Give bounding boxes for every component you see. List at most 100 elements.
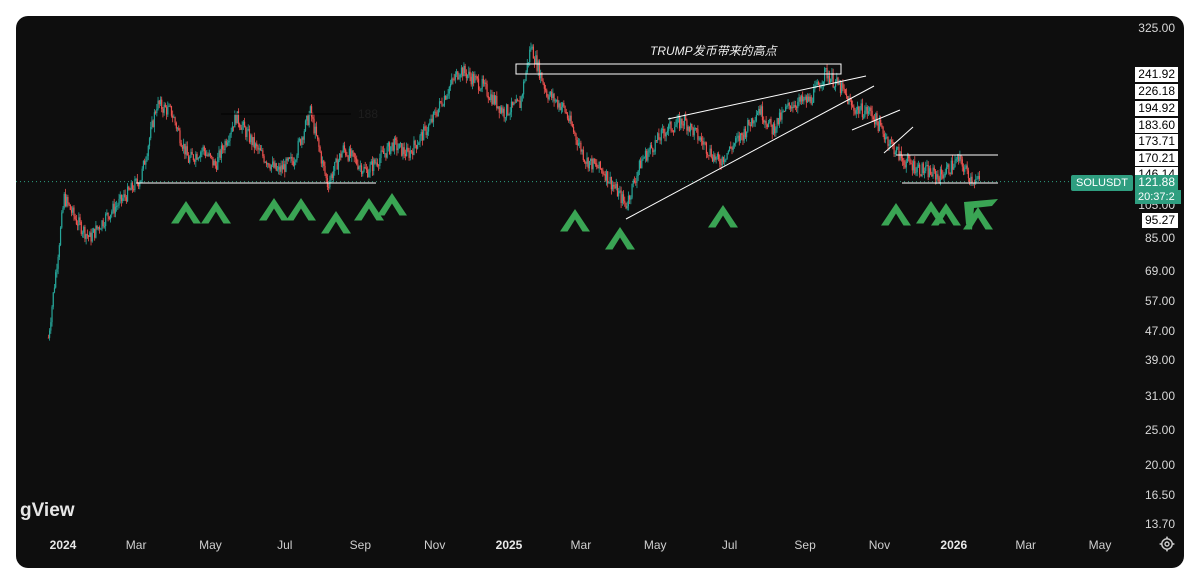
candle-body	[827, 75, 829, 79]
candle-body	[764, 121, 766, 123]
candle-body	[424, 126, 426, 128]
price-tick-label: 20.00	[1144, 457, 1175, 472]
candle-body	[414, 140, 416, 146]
candle-body	[370, 161, 372, 165]
price-chart[interactable]	[16, 16, 1184, 568]
candle-body	[583, 160, 586, 162]
candle-body	[630, 197, 632, 200]
up-arrow-icon	[354, 198, 384, 221]
candle-body	[374, 159, 376, 164]
candle-body	[91, 232, 93, 242]
candle-body	[122, 198, 124, 202]
candle-body	[308, 114, 310, 126]
candle-body	[393, 138, 396, 151]
candle-body	[409, 150, 411, 158]
candle-body	[798, 97, 800, 102]
candle-body	[342, 145, 344, 152]
candle-body	[648, 149, 650, 153]
candle-body	[460, 67, 463, 75]
candle-body	[332, 171, 335, 179]
candle-body	[669, 121, 671, 125]
candle-body	[418, 142, 420, 145]
rising-wedge-lower-line[interactable]	[625, 85, 875, 220]
candle-body	[815, 84, 817, 86]
candle-body	[262, 150, 264, 157]
candle-body	[710, 148, 712, 158]
candle-body	[789, 105, 792, 109]
candle-body	[468, 71, 470, 75]
candle-body	[157, 100, 159, 109]
candle-body	[592, 158, 594, 170]
candle-body	[571, 124, 573, 127]
candle-body	[247, 129, 249, 131]
candle-body	[778, 112, 781, 125]
candle-body	[964, 168, 966, 172]
channel-line-2[interactable]	[883, 126, 914, 154]
candle-body	[906, 155, 909, 162]
candle-body	[379, 158, 381, 166]
trump-high-box[interactable]	[515, 63, 842, 75]
candle-body	[214, 160, 216, 166]
candle-body	[836, 77, 838, 81]
level-188-label: 188	[358, 107, 379, 121]
candle-body	[549, 91, 552, 95]
candle-body	[771, 124, 773, 135]
candle-body	[147, 145, 149, 157]
candle-body	[615, 184, 617, 189]
candle-body	[572, 126, 575, 132]
candle-body	[557, 99, 559, 108]
candle-body	[860, 103, 862, 110]
candle-body	[819, 85, 821, 89]
candle-body	[449, 83, 452, 87]
candle-body	[566, 113, 569, 119]
candle-body	[850, 100, 853, 106]
candle-body	[485, 82, 487, 85]
candle-body	[696, 128, 698, 130]
candle-body	[284, 164, 286, 172]
candle-body	[130, 182, 132, 191]
candle-body	[895, 147, 898, 153]
candle-body	[664, 133, 666, 137]
candle-body	[604, 174, 606, 181]
candle-body	[197, 157, 199, 160]
candle-body	[728, 146, 731, 151]
price-tick-label: 25.00	[1144, 422, 1175, 437]
candle-body	[487, 95, 489, 99]
candle-body	[425, 126, 427, 135]
candle-body	[581, 149, 583, 152]
candle-body	[352, 150, 354, 153]
candle-body	[159, 99, 162, 105]
candle-body	[975, 179, 977, 184]
candle-body	[325, 173, 327, 178]
candle-body	[125, 197, 127, 202]
candle-body	[613, 184, 615, 187]
candle-body	[137, 183, 140, 187]
candle-body	[107, 212, 109, 217]
candle-body	[721, 156, 723, 166]
candle-body	[820, 85, 822, 89]
candle-body	[134, 179, 136, 191]
candle-body	[856, 106, 859, 110]
rising-wedge-upper-line[interactable]	[667, 75, 867, 120]
candle-body	[697, 129, 699, 140]
candle-body	[570, 115, 572, 125]
candle-body	[363, 166, 365, 172]
candle-body	[152, 120, 154, 127]
candle-body	[503, 108, 505, 118]
channel-line-1[interactable]	[851, 109, 901, 131]
candle-body	[274, 163, 276, 168]
candle-body	[454, 74, 456, 80]
candle-body	[275, 163, 277, 171]
candle-body	[486, 84, 488, 96]
candle-body	[873, 119, 876, 125]
candle-body	[753, 121, 755, 124]
candle-body	[270, 164, 272, 170]
candle-body	[755, 115, 757, 121]
candle-body	[438, 101, 441, 109]
candle-body	[802, 95, 804, 102]
candle-body	[413, 140, 415, 155]
settings-gear-icon[interactable]	[1159, 536, 1175, 552]
candle-body	[435, 111, 437, 115]
chart-panel[interactable]: TRUMP发币带来的高点 188 325.00 105.00 85.00 69.00 5…	[16, 16, 1184, 568]
candle-body	[693, 128, 695, 136]
